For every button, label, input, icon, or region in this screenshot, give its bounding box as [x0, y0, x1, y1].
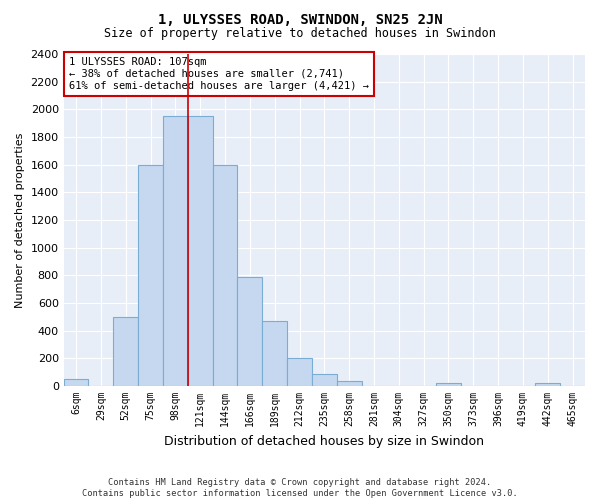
Bar	[262, 321, 287, 386]
Bar	[287, 358, 312, 386]
Bar	[64, 379, 88, 386]
Bar	[188, 116, 212, 386]
Text: Contains HM Land Registry data © Crown copyright and database right 2024.
Contai: Contains HM Land Registry data © Crown c…	[82, 478, 518, 498]
Text: 1, ULYSSES ROAD, SWINDON, SN25 2JN: 1, ULYSSES ROAD, SWINDON, SN25 2JN	[158, 12, 442, 26]
Text: 1 ULYSSES ROAD: 107sqm
← 38% of detached houses are smaller (2,741)
61% of semi-: 1 ULYSSES ROAD: 107sqm ← 38% of detached…	[69, 58, 369, 90]
Bar	[337, 381, 362, 386]
X-axis label: Distribution of detached houses by size in Swindon: Distribution of detached houses by size …	[164, 434, 484, 448]
Bar	[238, 277, 262, 386]
Bar	[212, 164, 238, 386]
Text: Size of property relative to detached houses in Swindon: Size of property relative to detached ho…	[104, 28, 496, 40]
Y-axis label: Number of detached properties: Number of detached properties	[15, 132, 25, 308]
Bar	[535, 384, 560, 386]
Bar	[138, 164, 163, 386]
Bar	[436, 382, 461, 386]
Bar	[312, 374, 337, 386]
Bar	[113, 317, 138, 386]
Bar	[163, 116, 188, 386]
